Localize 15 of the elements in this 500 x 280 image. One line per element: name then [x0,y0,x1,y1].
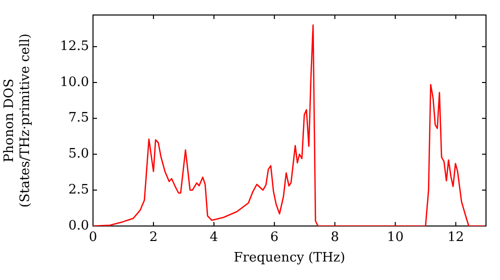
x-axis-title: Frequency (THz) [234,250,346,266]
x-tick-label: 0 [88,230,98,246]
x-tick-label: 2 [149,230,158,246]
y-tick-label: 2.5 [68,182,89,198]
y-tick-label: 12.5 [60,38,89,54]
x-tick-label: 8 [330,230,339,246]
y-tick-label: 5.0 [68,146,89,162]
x-tick-label: 12 [447,230,464,246]
x-tick-label: 10 [387,230,404,246]
x-tick-label: 6 [270,230,279,246]
y-axis-title: Phonon DOS (States/THz·primitive cell) [2,33,33,208]
y-tick-label: 0.0 [68,218,89,234]
x-tick-label: 4 [210,230,218,246]
y-tick-label: 10.0 [60,74,89,90]
y-tick-label: 7.5 [68,110,89,126]
